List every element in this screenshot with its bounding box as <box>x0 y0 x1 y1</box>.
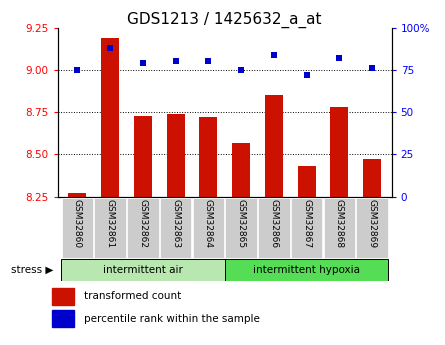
Bar <box>134 116 152 197</box>
Bar <box>363 159 381 197</box>
Bar <box>53 310 73 327</box>
Bar <box>199 117 217 197</box>
Text: GSM32860: GSM32860 <box>73 198 82 248</box>
FancyBboxPatch shape <box>324 198 355 258</box>
FancyBboxPatch shape <box>94 198 126 258</box>
Text: GSM32863: GSM32863 <box>171 198 180 248</box>
Bar <box>232 142 250 197</box>
Bar <box>69 193 86 197</box>
FancyBboxPatch shape <box>258 198 290 258</box>
Text: intermittent hypoxia: intermittent hypoxia <box>253 265 360 275</box>
Text: GSM32868: GSM32868 <box>335 198 344 248</box>
Text: GSM32867: GSM32867 <box>302 198 311 248</box>
FancyBboxPatch shape <box>160 198 191 258</box>
Point <box>172 59 179 64</box>
Text: percentile rank within the sample: percentile rank within the sample <box>84 314 260 324</box>
Point <box>238 67 245 72</box>
FancyBboxPatch shape <box>62 198 93 258</box>
FancyBboxPatch shape <box>225 198 257 258</box>
Bar <box>101 38 119 197</box>
Text: GSM32869: GSM32869 <box>368 198 376 248</box>
Text: GSM32866: GSM32866 <box>269 198 278 248</box>
FancyBboxPatch shape <box>356 198 388 258</box>
Point <box>139 60 146 66</box>
FancyBboxPatch shape <box>291 198 322 258</box>
Bar <box>265 95 283 197</box>
Text: intermittent air: intermittent air <box>103 265 183 275</box>
Point <box>270 52 277 57</box>
Title: GDS1213 / 1425632_a_at: GDS1213 / 1425632_a_at <box>127 11 322 28</box>
Bar <box>53 288 73 305</box>
FancyBboxPatch shape <box>127 198 158 258</box>
Bar <box>166 114 185 197</box>
Text: GSM32864: GSM32864 <box>204 198 213 247</box>
Point <box>74 67 81 72</box>
Bar <box>330 107 348 197</box>
FancyBboxPatch shape <box>61 259 225 281</box>
Point <box>336 55 343 61</box>
Point <box>107 45 114 51</box>
Text: transformed count: transformed count <box>84 291 182 301</box>
Text: GSM32862: GSM32862 <box>138 198 147 247</box>
Point <box>303 72 310 78</box>
Text: GSM32865: GSM32865 <box>237 198 246 248</box>
FancyBboxPatch shape <box>193 198 224 258</box>
Text: stress ▶: stress ▶ <box>11 265 53 275</box>
Text: GSM32861: GSM32861 <box>106 198 115 248</box>
FancyBboxPatch shape <box>225 259 388 281</box>
Bar <box>298 166 316 197</box>
Point <box>368 66 376 71</box>
Point <box>205 59 212 64</box>
